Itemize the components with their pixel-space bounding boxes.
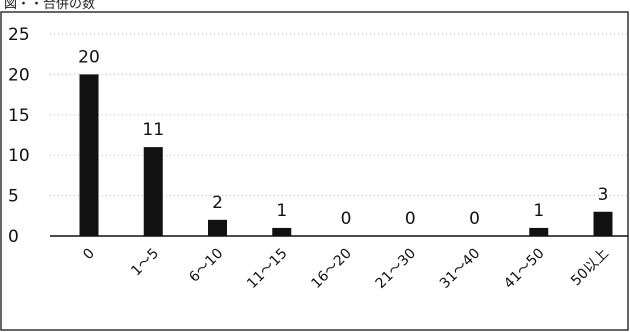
data-label: 11 xyxy=(142,120,164,140)
x-tick-label: 11〜15 xyxy=(244,246,290,292)
y-tick-label: 0 xyxy=(8,227,19,247)
data-label: 0 xyxy=(341,209,352,229)
chart-frame xyxy=(0,11,629,331)
y-tick-label: 5 xyxy=(8,187,19,207)
x-tick-label: 6〜10 xyxy=(186,246,226,286)
x-tick-label: 0 xyxy=(80,246,98,264)
x-tick-label: 1〜5 xyxy=(128,246,162,280)
data-label: 1 xyxy=(276,201,287,221)
y-axis-ticks: 0 5 10 15 20 25 xyxy=(8,25,30,247)
x-tick-label: 31〜40 xyxy=(437,246,483,292)
x-tick-label: 50以上 xyxy=(568,246,612,290)
data-label: 0 xyxy=(405,209,416,229)
y-tick-label: 15 xyxy=(8,106,30,126)
y-tick-label: 20 xyxy=(8,65,30,85)
bars xyxy=(79,74,613,237)
bar xyxy=(593,211,613,236)
x-tick-label: 21〜30 xyxy=(373,246,419,292)
x-tick-label: 41〜50 xyxy=(501,246,547,292)
bar xyxy=(529,227,549,236)
bar xyxy=(272,227,292,236)
y-tick-label: 10 xyxy=(8,146,30,166)
x-axis-ticks: 0 1〜5 6〜10 11〜15 16〜20 21〜30 31〜40 41〜50 50以上 xyxy=(80,246,612,292)
bar xyxy=(79,74,99,237)
y-tick-label: 25 xyxy=(8,25,30,45)
data-labels: 20 11 2 1 0 0 0 1 3 xyxy=(78,47,608,229)
data-label: 3 xyxy=(598,185,609,205)
x-tick-label: 16〜20 xyxy=(308,246,354,292)
data-label: 0 xyxy=(469,209,480,229)
data-label: 20 xyxy=(78,47,100,67)
grid-lines xyxy=(50,33,628,197)
data-label: 2 xyxy=(212,193,223,213)
bar xyxy=(208,219,227,236)
bar xyxy=(143,147,163,236)
data-label: 1 xyxy=(533,201,544,221)
chart-title: 図・・合併の数 xyxy=(4,0,95,12)
